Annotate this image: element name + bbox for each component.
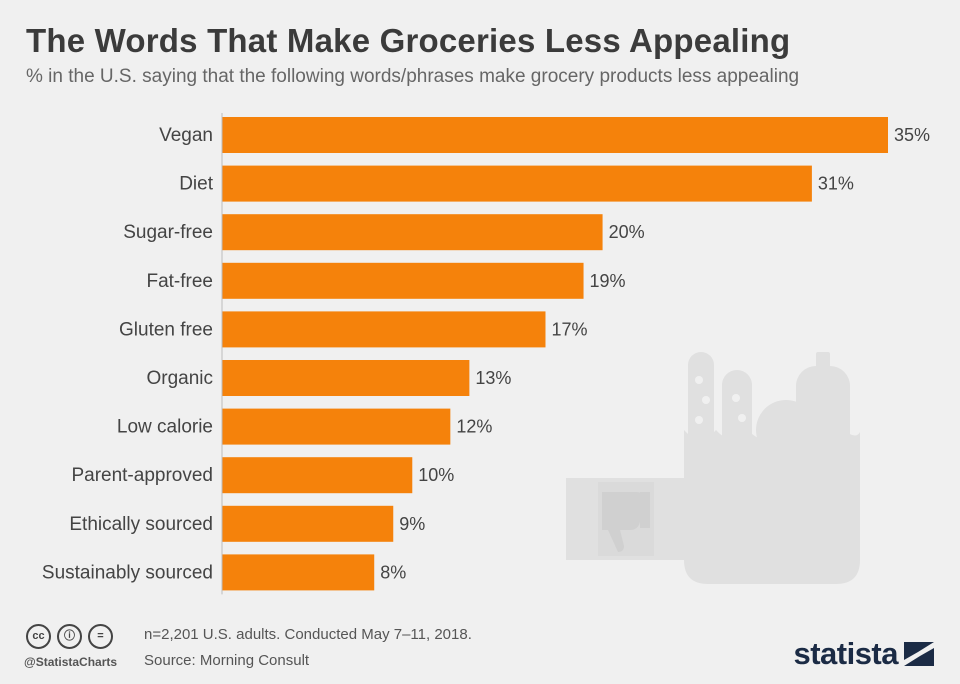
category-label: Vegan — [159, 125, 213, 146]
category-label: Sustainably sourced — [42, 562, 213, 583]
brand-name: statista — [793, 636, 898, 671]
bar-sugar-free — [222, 214, 603, 251]
statista-logo[interactable]: statista — [793, 636, 934, 672]
value-label: 10% — [418, 465, 454, 485]
value-label: 17% — [551, 319, 587, 339]
source-note: Source: Morning Consult — [144, 652, 310, 669]
bar-organic — [222, 360, 470, 396]
value-label: 31% — [818, 174, 854, 194]
bar-low-calorie — [222, 408, 451, 445]
value-label: 8% — [380, 562, 406, 582]
license-icons: cc ⓘ = — [26, 624, 113, 649]
bar-fat-free — [222, 262, 584, 299]
category-label: Sugar-free — [123, 222, 213, 243]
chart-title: The Words That Make Groceries Less Appea… — [26, 22, 791, 59]
category-label: Parent-approved — [71, 465, 213, 486]
value-label: 20% — [609, 222, 645, 242]
category-label: Fat-free — [146, 271, 213, 292]
thumbs-down-icon — [566, 478, 720, 560]
bar-diet — [222, 165, 812, 202]
value-label: 13% — [475, 368, 511, 388]
bar-vegan — [222, 117, 888, 153]
survey-note: n=2,201 U.S. adults. Conducted May 7–11,… — [144, 626, 472, 643]
statista-logo-icon — [904, 642, 934, 666]
category-label: Diet — [179, 174, 214, 195]
value-label: 12% — [456, 417, 492, 437]
chart-subtitle: % in the U.S. saying that the following … — [26, 66, 800, 87]
category-label: Gluten free — [119, 319, 213, 340]
value-label: 19% — [590, 271, 626, 291]
category-label: Low calorie — [117, 417, 213, 438]
category-label: Organic — [146, 368, 213, 389]
value-label: 9% — [399, 514, 425, 534]
bar-gluten-free — [222, 311, 546, 348]
attribution-icon: ⓘ — [57, 624, 82, 649]
bar-ethically-sourced — [222, 505, 394, 542]
category-label: Ethically sourced — [69, 514, 213, 535]
no-derivatives-icon: = — [88, 624, 113, 649]
social-handle: @StatistaCharts — [24, 655, 118, 669]
bar-sustainably-sourced — [222, 554, 375, 591]
value-label: 35% — [894, 125, 930, 145]
cc-license-icon: cc — [26, 624, 51, 649]
bar-parent-approved — [222, 457, 413, 494]
